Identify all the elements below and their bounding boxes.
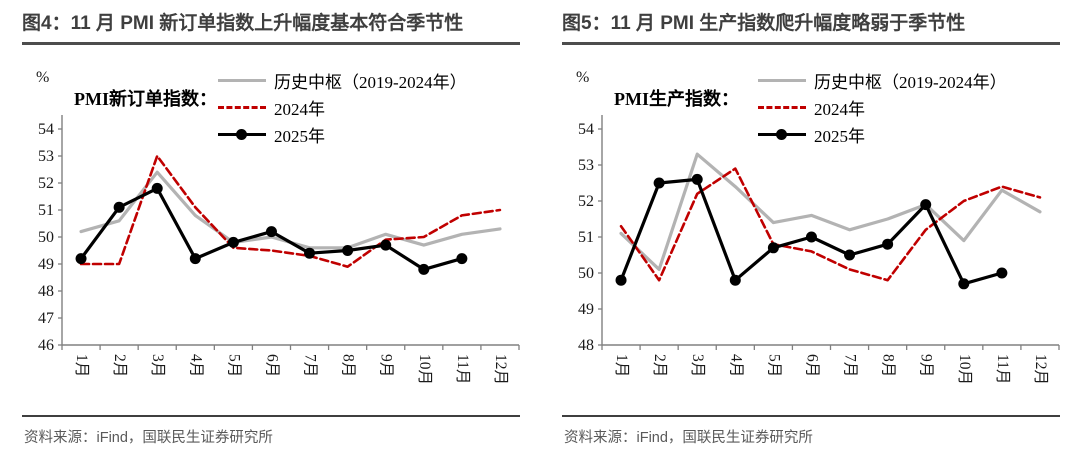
- svg-text:54: 54: [38, 121, 54, 138]
- svg-text:54: 54: [578, 121, 594, 138]
- svg-text:8月: 8月: [880, 354, 897, 377]
- svg-text:4月: 4月: [727, 354, 744, 377]
- dashed-line-swatch-icon: [218, 105, 266, 109]
- svg-text:9月: 9月: [378, 354, 395, 377]
- legend-label-history: 历史中枢（2019-2024年）: [814, 72, 1007, 92]
- figure-4-chart: 46 47 48 49 50 51 52 53 54 1月 2月 3月 4月 5月 6月 7月 8月 9月 10月 1…: [22, 45, 520, 407]
- svg-text:49: 49: [578, 301, 594, 318]
- svg-text:53: 53: [38, 148, 54, 165]
- legend-label-2025: 2025年: [814, 126, 865, 146]
- svg-text:1月: 1月: [613, 354, 630, 377]
- svg-text:7月: 7月: [302, 354, 319, 377]
- svg-text:10月: 10月: [416, 354, 433, 385]
- svg-text:2月: 2月: [651, 354, 668, 377]
- figure-4-title: 图4：11 月 PMI 新订单指数上升幅度基本符合季节性: [22, 12, 520, 45]
- svg-text:1月: 1月: [73, 354, 90, 377]
- svg-text:8月: 8月: [340, 354, 357, 377]
- svg-text:47: 47: [38, 310, 54, 327]
- svg-text:2月: 2月: [111, 354, 128, 377]
- figure-4-y-unit-label: %: [36, 68, 50, 86]
- svg-text:48: 48: [578, 337, 594, 354]
- history-line-swatch-icon: [758, 78, 806, 82]
- figure-5: 图5：11 月 PMI 生产指数爬升幅度略弱于季节性 48 49 50 51 52 53 5…: [540, 0, 1080, 459]
- svg-text:11月: 11月: [994, 354, 1011, 384]
- svg-text:5月: 5月: [225, 354, 242, 377]
- figure-4-source-note: 资料来源：iFind，国联民生证券研究所: [22, 415, 520, 459]
- svg-text:10月: 10月: [956, 354, 973, 385]
- svg-text:3月: 3月: [149, 354, 166, 377]
- svg-text:50: 50: [578, 265, 594, 282]
- svg-text:11月: 11月: [454, 354, 471, 384]
- figure-5-legend: 历史中枢（2019-2024年） 2024年 2025年: [758, 67, 1007, 148]
- figure-4-chart-canvas: 46 47 48 49 50 51 52 53 54 1月 2月 3月 4月 5月 6月 7月 8月 9月 10月 1…: [38, 114, 520, 385]
- svg-text:6月: 6月: [803, 354, 820, 377]
- svg-text:49: 49: [38, 256, 54, 273]
- legend-label-history: 历史中枢（2019-2024年）: [274, 72, 467, 92]
- svg-text:7月: 7月: [842, 354, 859, 377]
- svg-text:52: 52: [578, 193, 594, 210]
- legend-item-2024: 2024年: [758, 94, 1007, 121]
- marker-line-swatch-icon: [218, 128, 266, 140]
- legend-item-history: 历史中枢（2019-2024年）: [758, 67, 1007, 94]
- svg-text:50: 50: [38, 229, 54, 246]
- figure-4: 图4：11 月 PMI 新订单指数上升幅度基本符合季节性 46 47 48 49 50 5…: [22, 12, 520, 459]
- figure-4-series-label: PMI新订单指数：: [74, 88, 217, 109]
- legend-item-2025: 2025年: [218, 121, 467, 148]
- legend-item-2025: 2025年: [758, 121, 1007, 148]
- svg-text:6月: 6月: [263, 354, 280, 377]
- svg-text:46: 46: [38, 337, 54, 354]
- figure-5-series-label: PMI生产指数：: [614, 88, 739, 109]
- legend-label-2025: 2025年: [274, 126, 325, 146]
- svg-text:4月: 4月: [187, 354, 204, 377]
- figure-5-chart-canvas: 48 49 50 51 52 53 54 1月 2月 3月 4月 5月 6月 7月 8月 9月 10月 11月 12…: [578, 114, 1060, 385]
- figure-5-chart: 48 49 50 51 52 53 54 1月 2月 3月 4月 5月 6月 7月 8月 9月 10月 11月 12…: [562, 45, 1060, 407]
- svg-text:12月: 12月: [1032, 354, 1049, 385]
- figure-5-source-note: 资料来源：iFind，国联民生证券研究所: [562, 415, 1060, 459]
- legend-label-2024: 2024年: [274, 99, 325, 119]
- figure-5-title: 图5：11 月 PMI 生产指数爬升幅度略弱于季节性: [562, 12, 1060, 45]
- legend-item-history: 历史中枢（2019-2024年）: [218, 67, 467, 94]
- dashed-line-swatch-icon: [758, 105, 806, 109]
- figure-5-y-unit-label: %: [576, 68, 590, 86]
- legend-item-2024: 2024年: [218, 94, 467, 121]
- svg-text:53: 53: [578, 157, 594, 174]
- svg-text:12月: 12月: [492, 354, 509, 385]
- svg-text:48: 48: [38, 283, 54, 300]
- svg-text:52: 52: [38, 175, 54, 192]
- marker-dot-icon: [776, 128, 787, 140]
- legend-label-2024: 2024年: [814, 99, 865, 119]
- svg-text:9月: 9月: [918, 354, 935, 377]
- figure-4-legend: 历史中枢（2019-2024年） 2024年 2025年: [218, 67, 467, 148]
- svg-text:3月: 3月: [689, 354, 706, 377]
- svg-text:5月: 5月: [765, 354, 782, 377]
- history-line-swatch-icon: [218, 78, 266, 82]
- marker-line-swatch-icon: [758, 128, 806, 140]
- marker-dot-icon: [236, 128, 247, 140]
- svg-text:51: 51: [38, 202, 54, 219]
- svg-text:51: 51: [578, 229, 594, 246]
